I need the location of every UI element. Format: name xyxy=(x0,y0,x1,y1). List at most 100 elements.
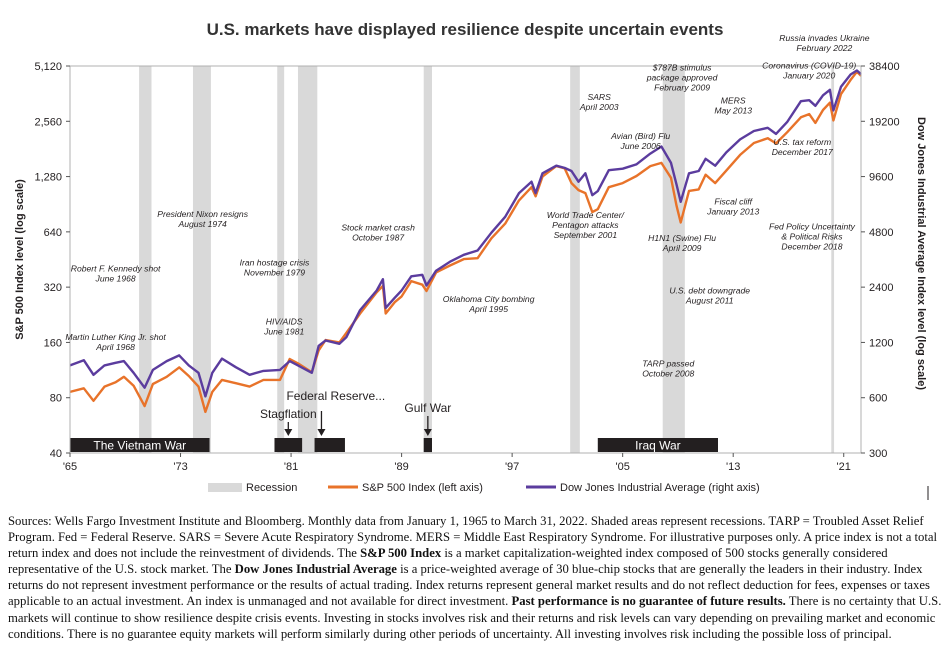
event-annotation-line: April 2003 xyxy=(579,102,619,112)
event-annotation-line: Russia invades Ukraine xyxy=(779,33,869,43)
recession-band xyxy=(297,66,318,453)
event-annotation-line: Martin Luther King Jr. shot xyxy=(65,332,166,342)
event-annotation-line: November 1979 xyxy=(244,267,305,277)
left-tick-label: 640 xyxy=(44,227,62,239)
event-annotation-line: World Trade Center/ xyxy=(547,210,626,220)
right-tick-label: 2400 xyxy=(869,282,893,294)
event-annotation: H1N1 (Swine) Flu April 2009 xyxy=(648,233,716,253)
event-annotation-line: Robert F. Kennedy shot xyxy=(71,263,161,273)
event-annotation-line: Fed Policy Uncertainty xyxy=(769,221,856,231)
event-annotation-line: Stock market crash xyxy=(341,223,415,233)
notes-text: is a price-weighted average of 30 blue-c… xyxy=(8,562,930,609)
notes-emphasis: S&P 500 Index xyxy=(360,546,442,561)
event-annotation-line: U.S. debt downgrade xyxy=(669,286,750,296)
left-axis-title: S&P 500 Index level (log scale) xyxy=(14,179,26,340)
event-annotation-line: H1N1 (Swine) Flu xyxy=(648,233,716,243)
event-bar xyxy=(274,438,303,452)
event-annotation-line: October 1987 xyxy=(352,233,405,243)
event-annotation-line: MERS xyxy=(721,95,746,105)
left-tick-label: 5,120 xyxy=(34,61,62,73)
left-tick-label: 160 xyxy=(44,337,62,349)
notes-text: Sources: Wells Fargo Investment Institut… xyxy=(8,514,938,561)
event-annotation: SARS April 2003 xyxy=(579,92,619,112)
event-annotation-line: June 2006 xyxy=(620,141,661,151)
event-annotation: Russia invades Ukraine February 2022 xyxy=(779,33,869,53)
event-annotation-line: Oklahoma City bombing xyxy=(443,294,535,304)
recession-band xyxy=(277,66,285,453)
event-annotation-line: April 2009 xyxy=(662,243,702,253)
event-annotation-line: December 2018 xyxy=(781,241,842,251)
event-annotation: Fiscal cliff January 2013 xyxy=(706,197,759,217)
right-axis-title: Dow Jones Industrial Average Index level… xyxy=(915,117,927,390)
disclaimer-notes: Sources: Wells Fargo Investment Institut… xyxy=(8,513,943,642)
notes-text: is a market capitalization-weighted inde… xyxy=(8,546,888,577)
event-bar xyxy=(70,438,210,452)
notes-emphasis: Past performance is no guarantee of futu… xyxy=(511,594,786,609)
chart-title: U.S. markets have displayed resilience d… xyxy=(206,20,724,39)
event-annotation-line: & Political Risks xyxy=(781,231,843,241)
market-chart: The Vietnam War Iraq War Stagflation Federa… xyxy=(14,33,929,500)
dow-line xyxy=(69,69,862,398)
arrow-label: Gulf War xyxy=(404,401,451,415)
event-annotation: President Nixon resigns August 1974 xyxy=(157,209,248,229)
event-annotation-line: August 1974 xyxy=(178,219,227,229)
event-annotation-line: $787B stimulus xyxy=(652,62,712,72)
plot-frame xyxy=(69,65,862,454)
event-annotation: HIV/AIDS June 1981 xyxy=(263,317,304,337)
arrow-label: Federal Reserve... xyxy=(286,389,385,403)
event-annotation-line: April 1968 xyxy=(95,342,135,352)
arrow-head xyxy=(284,429,293,436)
recession-band xyxy=(192,66,211,453)
event-bar xyxy=(314,438,345,452)
sp500-line xyxy=(69,70,862,414)
event-annotation-line: June 1968 xyxy=(95,273,136,283)
event-annotation-line: August 2011 xyxy=(685,296,734,306)
event-bar-label: Iraq War xyxy=(635,439,681,453)
arrow-label: Stagflation xyxy=(260,407,317,421)
event-annotation: Fed Policy Uncertainty & Political Risks D… xyxy=(769,221,856,251)
left-tick-label: 2,560 xyxy=(34,116,62,128)
legend-label: S&P 500 Index (left axis) xyxy=(362,482,483,494)
event-annotation-line: Fiscal cliff xyxy=(714,197,753,207)
event-annotation-line: Pentagon attacks xyxy=(552,220,619,230)
event-annotation: World Trade Center/Pentagon attacks Septe… xyxy=(547,210,626,240)
x-tick-label: '13 xyxy=(726,461,740,473)
legend-label: Dow Jones Industrial Average (right axis… xyxy=(560,482,760,494)
event-bar-label: The Vietnam War xyxy=(93,439,186,453)
right-tick-label: 300 xyxy=(869,448,887,460)
event-annotation-line: January 2013 xyxy=(706,207,759,217)
event-bar xyxy=(423,438,432,452)
event-annotation-line: September 2001 xyxy=(554,230,618,240)
event-bar xyxy=(597,438,718,452)
left-tick-label: 320 xyxy=(44,282,62,294)
x-tick-label: '89 xyxy=(394,461,408,473)
event-annotation: Martin Luther King Jr. shot April 1968 xyxy=(65,332,166,352)
event-annotation-line: HIV/AIDS xyxy=(266,317,303,327)
event-annotation-line: U.S. tax reform xyxy=(773,137,831,147)
x-tick-label: '73 xyxy=(173,461,187,473)
recession-band xyxy=(662,66,685,453)
event-annotation-line: Avian (Bird) Flu xyxy=(610,131,670,141)
legend-swatch-recession xyxy=(208,483,242,492)
x-tick-label: '05 xyxy=(615,461,629,473)
event-annotation-line: February 2009 xyxy=(654,82,710,92)
notes-text: There is no certainty that U.S. markets … xyxy=(8,594,942,641)
notes-emphasis: Dow Jones Industrial Average xyxy=(234,562,397,577)
event-annotation-line: April 1995 xyxy=(468,304,508,314)
legend-label: Recession xyxy=(246,482,297,494)
right-tick-label: 1200 xyxy=(869,337,893,349)
event-annotation-line: TARP passed xyxy=(642,359,694,369)
event-annotation-line: package approved xyxy=(646,72,718,82)
event-annotation-line: January 2020 xyxy=(782,71,835,81)
right-tick-label: 38400 xyxy=(869,61,900,73)
right-tick-label: 9600 xyxy=(869,172,893,184)
x-tick-label: '81 xyxy=(284,461,298,473)
left-tick-label: 1,280 xyxy=(34,172,62,184)
event-annotation-line: Iran hostage crisis xyxy=(240,257,310,267)
left-tick-label: 80 xyxy=(50,393,62,405)
event-annotation: Oklahoma City bombing April 1995 xyxy=(443,294,535,314)
event-annotation: Stock market crash October 1987 xyxy=(341,223,415,243)
recession-band xyxy=(831,66,835,453)
event-annotation: Avian (Bird) Flu June 2006 xyxy=(610,131,670,151)
event-annotation-line: June 1981 xyxy=(263,327,304,337)
